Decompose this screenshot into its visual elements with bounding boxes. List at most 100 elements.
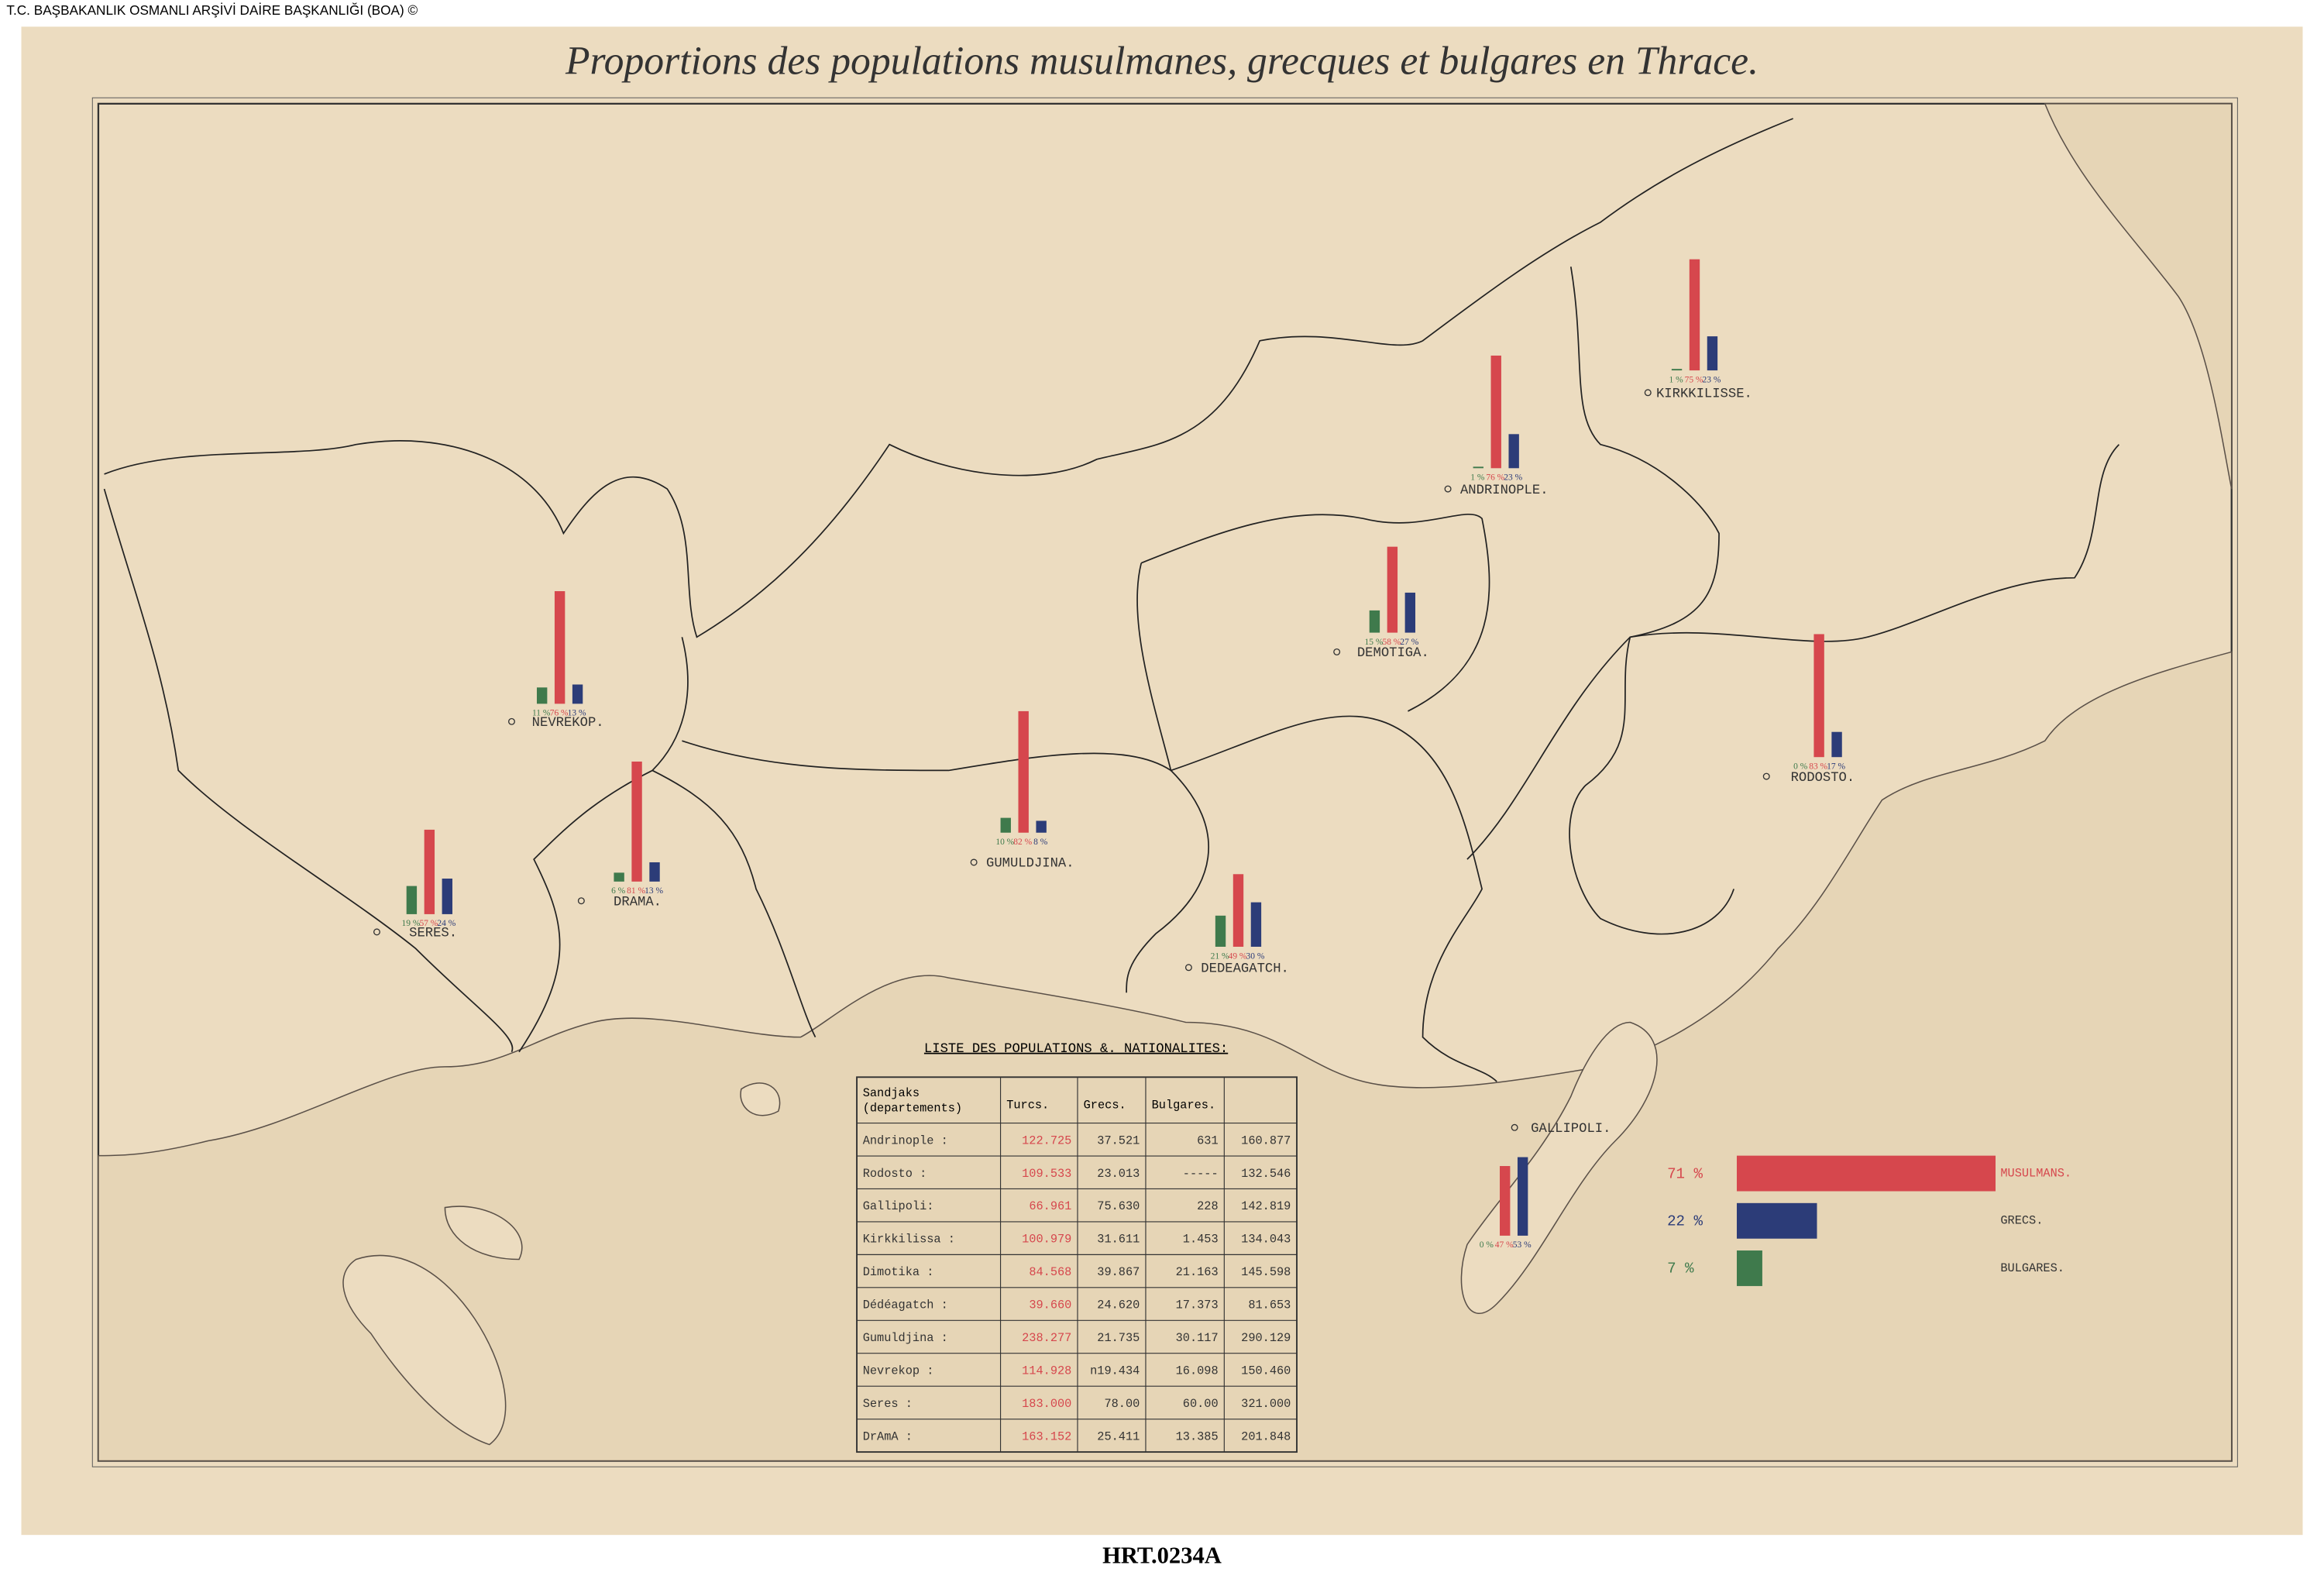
place-name: DEDEAGATCH. xyxy=(1201,961,1289,976)
percent-label: 13 % xyxy=(568,709,586,718)
percent-label: 47 % xyxy=(1495,1240,1514,1250)
percent-label: 23 % xyxy=(1504,473,1522,483)
table-cell: 30.117 xyxy=(1176,1331,1219,1345)
place-name: SERES. xyxy=(409,927,457,941)
sea xyxy=(98,651,2233,1462)
table-cell: 60.00 xyxy=(1183,1397,1219,1411)
table-cell: 75.630 xyxy=(1097,1199,1140,1213)
place-name: GALLIPOLI. xyxy=(1531,1122,1611,1137)
town-marker xyxy=(1184,964,1192,972)
table-cell: Nevrekop : xyxy=(863,1364,934,1378)
percent-label: 0 % xyxy=(1793,762,1808,772)
frontier xyxy=(103,488,514,1053)
peninsula xyxy=(342,1254,507,1446)
table-cell: 66.961 xyxy=(1029,1199,1071,1213)
population-bar xyxy=(1500,1166,1511,1236)
place-name: ANDRINOPLE. xyxy=(1460,483,1549,498)
archive-credit: T.C. BAŞBAKANLIK OSMANLI ARŞİVİ DAİRE BA… xyxy=(6,2,418,18)
table-cell: 25.411 xyxy=(1097,1429,1140,1443)
boundary xyxy=(1140,513,1490,712)
percent-label: 13 % xyxy=(645,886,663,896)
percent-label: 30 % xyxy=(1246,951,1265,961)
town-marker xyxy=(1511,1123,1518,1131)
table-cell: 21.735 xyxy=(1097,1331,1140,1345)
percent-label: 17 % xyxy=(1827,762,1845,772)
population-bar xyxy=(1508,434,1519,469)
legend-percent: 7 % xyxy=(1667,1261,1694,1278)
map-frame-outer xyxy=(91,97,2238,1467)
frontier xyxy=(104,118,1793,638)
town-marker xyxy=(1333,648,1341,655)
black-sea xyxy=(2044,103,2233,490)
table-cell: Seres : xyxy=(863,1397,913,1411)
population-bar xyxy=(554,591,566,704)
table-cell: 145.598 xyxy=(1241,1265,1291,1279)
percent-label: 8 % xyxy=(1033,838,1048,847)
town-marker xyxy=(1762,772,1770,780)
table-cell: 290.129 xyxy=(1241,1331,1291,1345)
map-title: Proportions des populations musulmanes, … xyxy=(565,40,1758,84)
percent-label: 75 % xyxy=(1685,375,1703,384)
boundary xyxy=(651,769,816,1038)
percent-label: 6 % xyxy=(611,886,626,896)
population-bar xyxy=(424,829,435,914)
legend-bar xyxy=(1736,1155,1996,1192)
table-cell: 142.819 xyxy=(1241,1199,1291,1213)
percent-label: 83 % xyxy=(1809,762,1827,772)
table-cell: 150.460 xyxy=(1241,1364,1291,1378)
marks: 1 % 75 % 23 %KIRKKILISSE.1 % 76 % 23 %ANDRIN… xyxy=(373,259,2071,1453)
percent-label: 82 % xyxy=(1013,838,1032,847)
table-frame xyxy=(856,1076,1298,1453)
table-cell: 23.013 xyxy=(1097,1167,1140,1181)
population-bar xyxy=(1250,902,1262,947)
legend-label: GRECS. xyxy=(2000,1214,2043,1228)
percent-label: 11 % xyxy=(532,709,551,718)
population-bar xyxy=(442,879,452,914)
gallipoli-peninsula xyxy=(1460,1021,1658,1314)
table-cell: Gallipoli: xyxy=(863,1199,934,1213)
table-cell: 39.660 xyxy=(1029,1299,1071,1312)
town-marker xyxy=(507,717,515,725)
table-cell: 134.043 xyxy=(1241,1233,1291,1247)
boundary xyxy=(682,740,1209,993)
percent-label: 57 % xyxy=(419,919,438,928)
percent-label: 81 % xyxy=(627,886,645,896)
percent-label: 49 % xyxy=(1229,951,1247,961)
column-header: Sandjaks xyxy=(863,1086,920,1100)
population-bar xyxy=(406,886,418,914)
table-cell: 17.373 xyxy=(1176,1299,1219,1312)
town-marker xyxy=(1444,485,1452,493)
table-cell: 321.000 xyxy=(1241,1397,1291,1411)
table-cell: 78.00 xyxy=(1104,1397,1140,1411)
boundary xyxy=(1466,444,2119,860)
place-name: DEMOTIGA. xyxy=(1357,646,1429,661)
table-cell: 160.877 xyxy=(1241,1133,1291,1147)
table-cell: Andrinople : xyxy=(863,1133,948,1147)
island xyxy=(740,1082,781,1116)
table-cell: 24.620 xyxy=(1097,1299,1140,1312)
table-cell: 631 xyxy=(1197,1133,1219,1147)
population-bar xyxy=(631,761,642,882)
population-bar xyxy=(614,872,624,882)
table-cell: DrAmA : xyxy=(863,1429,913,1443)
table-cell: Kirkkilissa : xyxy=(863,1233,955,1247)
boundary xyxy=(1136,562,1497,1082)
population-bar xyxy=(1490,355,1501,469)
population-bar xyxy=(572,684,583,704)
table-cell: 13.385 xyxy=(1176,1429,1219,1443)
percent-label: 27 % xyxy=(1400,638,1418,647)
town-marker xyxy=(970,858,978,866)
table-cell: 100.979 xyxy=(1022,1233,1071,1247)
table-cell: 21.163 xyxy=(1176,1265,1219,1279)
legend-label: BULGARES. xyxy=(2000,1261,2064,1275)
population-bar xyxy=(1000,817,1011,833)
place-name: GUMULDJINA. xyxy=(986,857,1074,872)
column-subtitle: (departements) xyxy=(863,1101,962,1115)
percent-label: 1 % xyxy=(1669,375,1684,384)
place-name: KIRKKILISSE. xyxy=(1656,387,1752,402)
table-cell: 37.521 xyxy=(1097,1133,1140,1147)
table-cell: 122.725 xyxy=(1022,1133,1071,1147)
place-name: DRAMA. xyxy=(614,895,662,910)
population-bar xyxy=(1517,1157,1528,1236)
